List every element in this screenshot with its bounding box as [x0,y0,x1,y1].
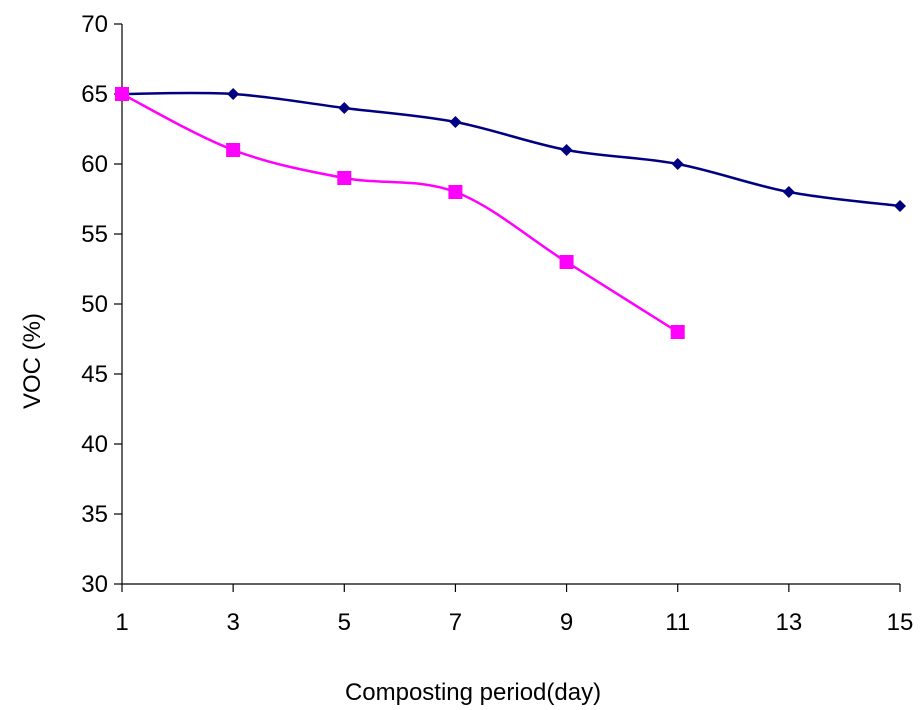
y-tick-label: 55 [81,221,108,248]
data-point [449,116,462,128]
y-tick-label: 60 [81,151,108,178]
x-tick-label: 5 [338,609,351,636]
y-tick-label: 30 [81,571,108,598]
data-point [115,87,129,101]
x-tick-label: 13 [776,609,803,636]
x-tick-label: 11 [665,609,690,636]
x-axis-title: Composting period(day) [345,679,601,706]
data-point [671,158,684,170]
x-tick-label: 1 [115,609,128,636]
y-axis-title: VOC (%) [19,313,46,409]
x-tick-label: 3 [226,609,239,636]
y-tick-label: 35 [81,501,108,528]
x-axis: 1 3 5 7 9 11 13 15 [115,583,914,636]
y-tick-label: 40 [81,431,108,458]
y-tick-label: 45 [81,361,108,388]
y-tick-label: 70 [81,11,108,38]
series-layer [115,87,906,339]
y-tick-label: 50 [81,291,108,318]
y-tick-label: 65 [81,81,108,108]
series-line [121,91,901,208]
x-tick-label: 15 [887,609,914,636]
data-point [559,255,574,269]
data-point [894,200,906,212]
series-2 [115,87,685,339]
data-point [338,102,351,114]
x-tick-label: 7 [449,609,462,636]
y-axis: 30 35 40 45 50 55 60 65 70 [81,11,123,598]
data-point [782,186,795,198]
data-point [670,325,685,339]
series-line [121,92,679,334]
x-tick-label: 9 [560,609,573,636]
data-point [337,171,352,185]
data-point [560,144,573,156]
data-point [448,185,463,199]
data-point [227,88,240,100]
data-point [226,143,241,157]
